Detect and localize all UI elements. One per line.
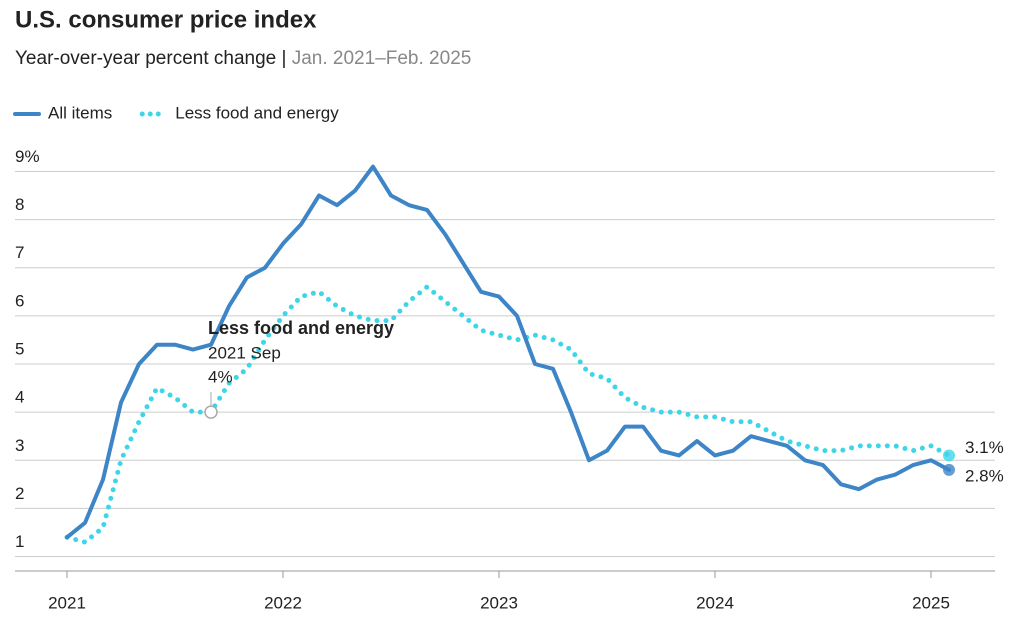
legend-label: All items [48,103,112,122]
y-tick-label: 1 [15,532,24,551]
chart-subtitle: Year-over-year percent change | Jan. 202… [15,48,471,69]
tooltip-marker [204,405,218,419]
subtitle: Year-over-year percent change | [15,48,286,69]
end-label: 3.1% [965,438,1004,457]
y-tick-label: 7 [15,243,24,262]
end-marker [943,463,955,476]
date-range: Jan. 2021–Feb. 2025 [292,48,472,69]
series-line [64,284,952,545]
y-tick-label: 2 [15,484,24,503]
y-tick-label: 3 [15,436,24,455]
x-tick-label: 2021 [48,593,86,612]
tooltip-series: Less food and energy [208,318,394,338]
x-tick-label: 2023 [480,593,518,612]
y-tick-label: 9% [15,147,40,166]
tooltip-value: 4% [208,368,233,387]
y-tick-label: 8 [15,195,24,214]
x-tick-label: 2024 [696,593,734,612]
tooltip-date: 2021 Sep [208,344,281,363]
y-tick-label: 4 [15,388,24,407]
legend-label: Less food and energy [175,103,339,122]
chart-title: U.S. consumer price index [15,6,317,33]
x-tick-label: 2022 [264,593,302,612]
end-label: 2.8% [965,466,1004,485]
series-line [65,164,951,540]
y-tick-label: 5 [15,339,24,358]
x-tick-label: 2025 [912,593,950,612]
end-marker [943,449,955,462]
y-tick-label: 6 [15,291,24,310]
